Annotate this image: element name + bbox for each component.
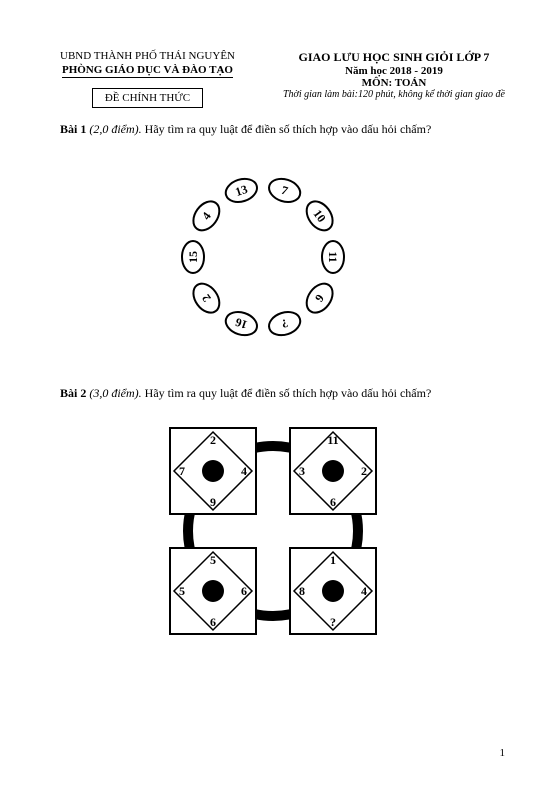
header: UBND THÀNH PHỐ THÁI NGUYÊN PHÒNG GIÁO DỤ…: [0, 0, 545, 108]
svg-text:4: 4: [241, 464, 247, 478]
svg-text:6: 6: [210, 615, 216, 629]
title-line4: Thời gian làm bài:120 phút, không kể thờ…: [283, 89, 505, 100]
figure2: 2 7 4 9 11 3 2 6 5 5 6 6 1 8 4?: [0, 401, 545, 666]
bai1-title: Bài 1: [60, 122, 86, 136]
bai1-text: Hãy tìm ra quy luật để điền số thích hợp…: [145, 122, 432, 136]
header-left: UBND THÀNH PHỐ THÁI NGUYÊN PHÒNG GIÁO DỤ…: [60, 50, 235, 108]
bai1-points: (2,0 điểm).: [89, 122, 141, 136]
bai2-text: Hãy tìm ra quy luật để điền số thích hợp…: [145, 386, 432, 400]
svg-text:?: ?: [330, 615, 336, 629]
svg-text:2: 2: [361, 464, 367, 478]
svg-text:11: 11: [327, 433, 338, 447]
svg-text:11: 11: [326, 251, 340, 262]
svg-text:9: 9: [210, 495, 216, 509]
page-number: 1: [500, 747, 506, 759]
svg-text:5: 5: [210, 553, 216, 567]
org-line2: PHÒNG GIÁO DỤC VÀ ĐÀO TẠO: [62, 64, 233, 78]
chain-diagram: 16215413710116?: [153, 147, 393, 367]
svg-text:5: 5: [179, 584, 185, 598]
svg-text:4: 4: [361, 584, 367, 598]
svg-text:3: 3: [299, 464, 305, 478]
boxes-diagram: 2 7 4 9 11 3 2 6 5 5 6 6 1 8 4?: [143, 411, 403, 661]
svg-text:7: 7: [179, 464, 185, 478]
title-line2: Năm học 2018 - 2019: [283, 65, 505, 77]
official-box: ĐỀ CHÍNH THỨC: [92, 88, 203, 108]
header-right: GIAO LƯU HỌC SINH GIỎI LỚP 7 Năm học 201…: [283, 50, 505, 108]
bai1-line: Bài 1 (2,0 điểm). Hãy tìm ra quy luật để…: [0, 108, 545, 137]
svg-text:8: 8: [299, 584, 305, 598]
svg-text:6: 6: [241, 584, 247, 598]
svg-text:6: 6: [330, 495, 336, 509]
svg-text:1: 1: [330, 553, 336, 567]
bai2-title: Bài 2: [60, 386, 86, 400]
title-line3: MÔN: TOÁN: [283, 77, 505, 89]
bai2-points: (3,0 điểm).: [89, 386, 141, 400]
org-line1: UBND THÀNH PHỐ THÁI NGUYÊN: [60, 50, 235, 62]
svg-text:15: 15: [186, 251, 200, 263]
bai2-line: Bài 2 (3,0 điểm). Hãy tìm ra quy luật để…: [0, 372, 545, 401]
title-line1: GIAO LƯU HỌC SINH GIỎI LỚP 7: [283, 50, 505, 65]
figure1: 16215413710116?: [0, 137, 545, 372]
svg-text:2: 2: [210, 433, 216, 447]
